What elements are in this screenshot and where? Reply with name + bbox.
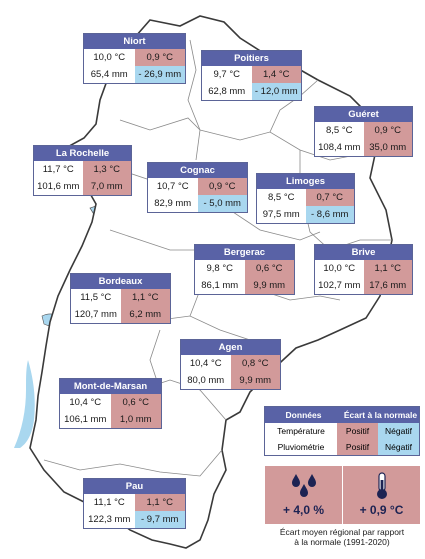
temperature-deviation: 1,1 °C	[134, 494, 185, 511]
station-name: Bergerac	[195, 245, 294, 260]
temperature-value: 11,7 °C	[42, 164, 74, 175]
temperature-deviation: 0,9 °C	[197, 178, 247, 195]
station-card-cognac: Cognac 10,7 °C 0,9 °C 82,9 mm - 5,0 mm	[147, 162, 248, 213]
temperature-deviation: 1,1 °C	[363, 260, 412, 277]
rainfall-value: 65,4 mm	[90, 69, 128, 80]
temperature-value: 8,5 °C	[325, 125, 353, 136]
temperature-deviation: 1,3 °C	[82, 161, 131, 178]
legend-row-temperature: Température	[277, 426, 325, 436]
rainfall-deviation: - 5,0 mm	[197, 195, 247, 212]
temperature-deviation: 0,9 °C	[134, 49, 185, 66]
temperature-value: 8,5 °C	[267, 192, 295, 203]
rainfall-deviation: - 9,7 mm	[134, 511, 185, 528]
station-card-bordeaux: Bordeaux 11,5 °C 1,1 °C 120,7 mm 6,2 mm	[70, 273, 171, 324]
station-card-gueret: Guéret 8,5 °C 0,9 °C 108,4 mm 35,0 mm	[314, 106, 413, 157]
rainfall-value: 80,0 mm	[187, 375, 225, 386]
legend-header-data: Données	[285, 410, 322, 420]
rainfall-value: 97,5 mm	[262, 209, 300, 220]
station-name: Agen	[181, 340, 280, 355]
rainfall-value: 108,4 mm	[318, 142, 361, 153]
station-card-brive: Brive 10,0 °C 1,1 °C 102,7 mm 17,6 mm	[314, 244, 413, 295]
coastal-sea	[14, 360, 35, 448]
rainfall-value: 120,7 mm	[74, 309, 117, 320]
station-name: Bordeaux	[71, 274, 170, 289]
thermometer-icon	[376, 472, 387, 499]
temperature-deviation: 1,1 °C	[120, 289, 170, 306]
rainfall-deviation: 7,0 mm	[82, 178, 131, 195]
temperature-deviation: 0,6 °C	[244, 260, 294, 277]
temperature-value: 10,0 °C	[323, 263, 356, 274]
rainfall-value: 86,1 mm	[201, 280, 239, 291]
legend-header-deviation: Écart à la normale	[343, 410, 418, 420]
rainfall-deviation: 6,2 mm	[120, 306, 170, 323]
regional-summary: + 4,0 % + 0,9 °C	[265, 466, 420, 524]
temperature-value: 11,5 °C	[80, 292, 112, 303]
rainfall-deviation: 35,0 mm	[363, 139, 412, 156]
rainfall-deviation: 1,0 mm	[110, 411, 161, 428]
station-card-mont-de-marsan: Mont-de-Marsan 10,4 °C 0,6 °C 106,1 mm 1,0…	[59, 378, 162, 429]
legend-positive: Positif	[337, 439, 378, 455]
temperature-value: 10,4 °C	[189, 358, 222, 369]
temperature-value: 9,7 °C	[213, 69, 240, 80]
summary-caption: Écart moyen régional par rapport à la no…	[262, 527, 422, 547]
temperature-deviation: 0,6 °C	[110, 394, 161, 411]
station-card-bergerac: Bergerac 9,8 °C 0,6 °C 86,1 mm 9,9 mm	[194, 244, 295, 295]
legend-negative: Négatif	[378, 439, 419, 455]
rainfall-regional-deviation: + 4,0 %	[282, 503, 325, 517]
temperature-value: 9,8 °C	[206, 263, 233, 274]
station-card-agen: Agen 10,4 °C 0,8 °C 80,0 mm 9,9 mm	[180, 339, 281, 390]
station-name: Niort	[84, 34, 185, 49]
rainfall-value: 102,7 mm	[318, 280, 361, 291]
legend-negative: Négatif	[378, 423, 419, 439]
station-card-la-rochelle: La Rochelle 11,7 °C 1,3 °C 101,6 mm 7,0 mm	[33, 145, 132, 196]
rainfall-deviation: 17,6 mm	[363, 277, 412, 294]
temperature-deviation: 0,8 °C	[230, 355, 280, 372]
raindrops-icon	[291, 474, 316, 497]
rainfall-deviation: - 8,6 mm	[305, 206, 354, 223]
temperature-value: 10,0 °C	[93, 52, 126, 63]
temperature-deviation: 0,9 °C	[363, 122, 412, 139]
station-card-niort: Niort 10,0 °C 0,9 °C 65,4 mm - 26,9 mm	[83, 33, 186, 84]
temperature-deviation: 1,4 °C	[251, 66, 301, 83]
station-card-pau: Pau 11,1 °C 1,1 °C 122,3 mm - 9,7 mm	[83, 478, 186, 529]
temperature-summary: + 0,9 °C	[342, 466, 420, 524]
station-card-poitiers: Poitiers 9,7 °C 1,4 °C 62,8 mm - 12,0 mm	[201, 50, 302, 101]
rainfall-value: 62,8 mm	[208, 86, 246, 97]
summary-caption-line1: Écart moyen régional par rapport	[279, 527, 405, 537]
rainfall-deviation: 9,9 mm	[230, 372, 280, 389]
rainfall-value: 122,3 mm	[88, 514, 131, 525]
rainfall-summary: + 4,0 %	[265, 466, 342, 524]
legend-row-rainfall: Pluviométrie	[277, 442, 325, 452]
station-name: Cognac	[148, 163, 247, 178]
rainfall-value: 82,9 mm	[154, 198, 192, 209]
station-name: Guéret	[315, 107, 412, 122]
temperature-value: 11,1 °C	[93, 497, 125, 508]
temperature-regional-deviation: + 0,9 °C	[359, 503, 404, 517]
legend-table: Données Écart à la normale Température P…	[264, 406, 420, 456]
rainfall-deviation: - 12,0 mm	[251, 83, 301, 100]
rainfall-value: 106,1 mm	[64, 414, 107, 425]
station-card-limoges: Limoges 8,5 °C 0,7 °C 97,5 mm - 8,6 mm	[256, 173, 355, 224]
station-name: Pau	[84, 479, 185, 494]
station-name: Poitiers	[202, 51, 301, 66]
temperature-deviation: 0,7 °C	[305, 189, 354, 206]
rainfall-deviation: - 26,9 mm	[134, 66, 185, 83]
summary-caption-line2: à la normale (1991-2020)	[294, 537, 390, 547]
rainfall-value: 101,6 mm	[37, 181, 80, 192]
station-name: La Rochelle	[34, 146, 131, 161]
station-name: Limoges	[257, 174, 354, 189]
legend-positive: Positif	[337, 423, 378, 439]
station-name: Mont-de-Marsan	[60, 379, 161, 394]
rainfall-deviation: 9,9 mm	[244, 277, 294, 294]
temperature-value: 10,7 °C	[156, 181, 189, 192]
temperature-value: 10,4 °C	[69, 397, 102, 408]
station-name: Brive	[315, 245, 412, 260]
